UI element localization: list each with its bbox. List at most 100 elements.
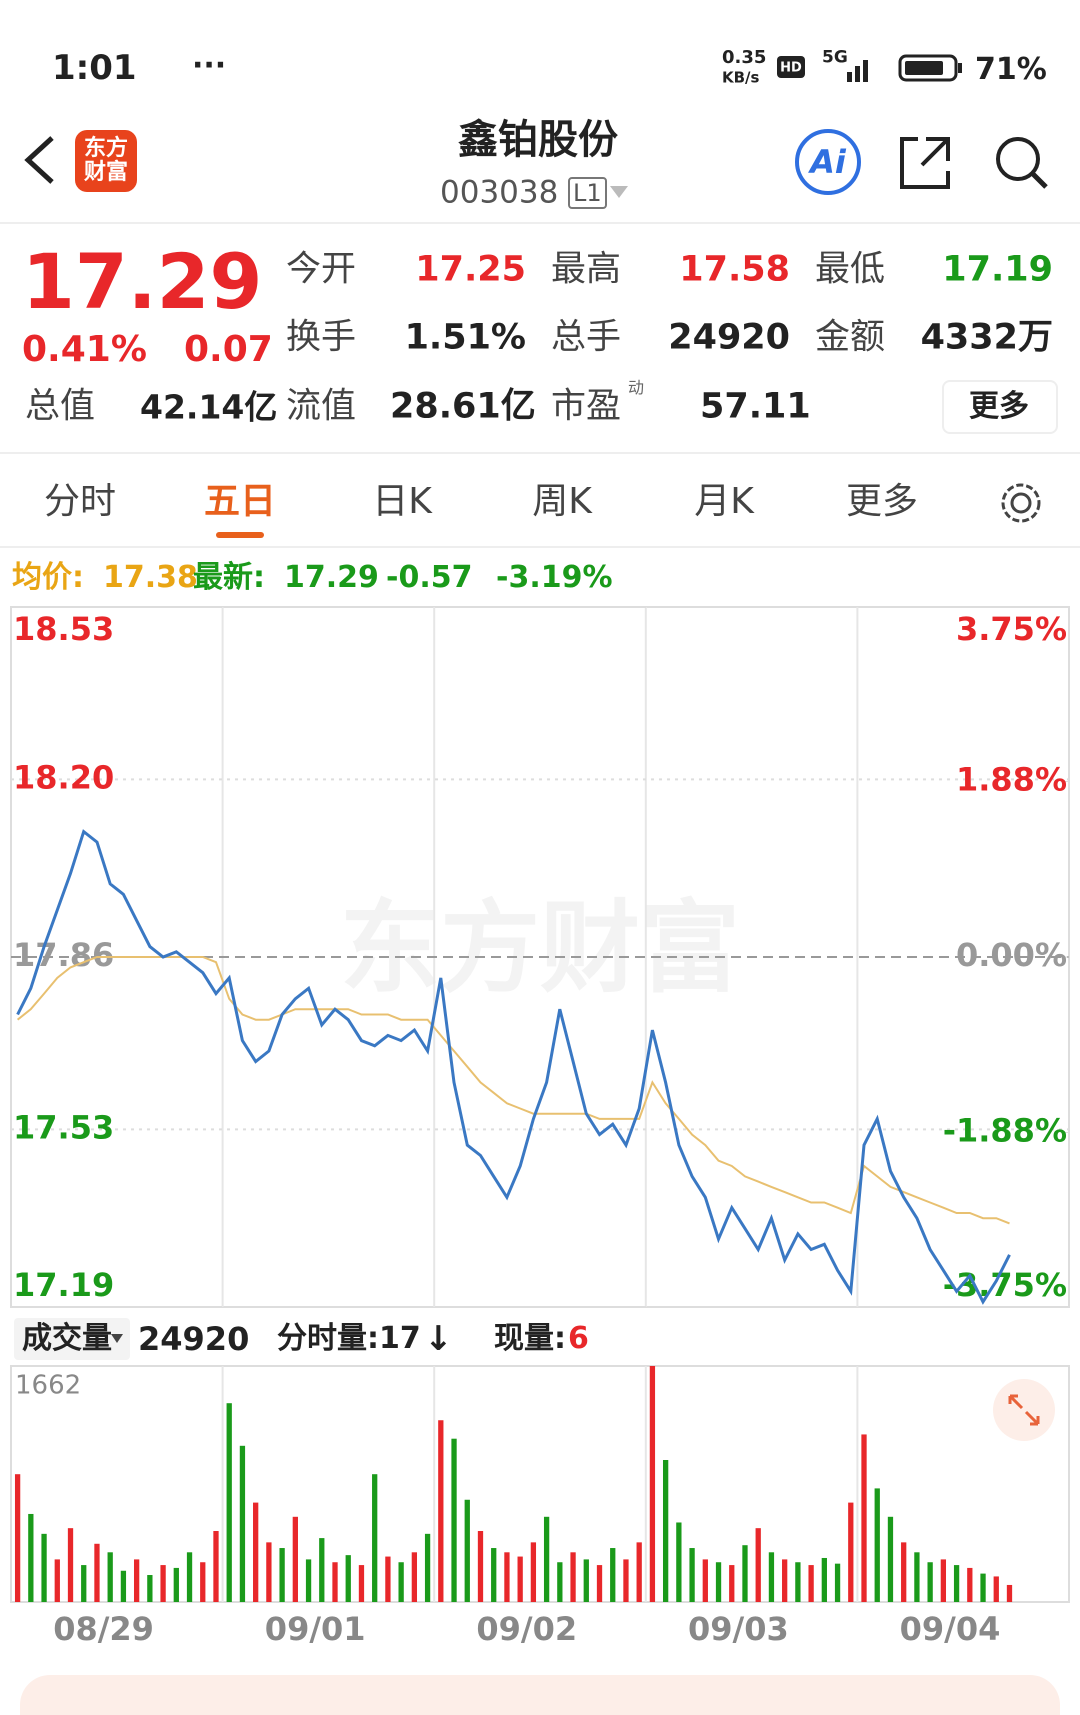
x-tick-label: 09/02 [476, 1610, 577, 1648]
volume-bar [649, 1366, 656, 1602]
volume-bar [940, 1559, 947, 1602]
volume-bar [689, 1548, 695, 1602]
volume-bar [742, 1545, 748, 1602]
volume-bar [14, 1474, 21, 1602]
field-value: 28.61亿 [390, 386, 536, 427]
field-label: 总手 [551, 317, 622, 358]
plot-frame [10, 1365, 1070, 1603]
field-label: 换手 [286, 317, 357, 358]
field-value: 1.51% [404, 317, 526, 358]
volume-bar [834, 1563, 841, 1602]
volume-bar [120, 1570, 127, 1602]
volume-bar [239, 1445, 246, 1602]
field-value: 42.14亿 [140, 387, 278, 427]
y-tick-label: 18.20 [13, 758, 114, 796]
volume-bar [160, 1565, 166, 1602]
expand-button[interactable] [992, 1378, 1056, 1442]
volume-bar [980, 1573, 986, 1602]
last-price: 17.29 [22, 237, 263, 326]
more-text[interactable]: 更多 [969, 389, 1029, 424]
volume-bar [583, 1559, 589, 1602]
back-button[interactable] [20, 130, 60, 190]
field-value: 17.19 [942, 249, 1053, 290]
volume-bar [702, 1559, 708, 1602]
volume-bar [372, 1474, 378, 1602]
x-tick-label: 09/01 [265, 1610, 366, 1648]
volume-bar [901, 1542, 907, 1602]
volume-bar [319, 1538, 325, 1602]
status-time: 1:01 [52, 48, 137, 88]
volume-bar [1006, 1584, 1013, 1602]
volume-bar [424, 1533, 431, 1602]
volume-bar [517, 1556, 523, 1602]
volume-bar [292, 1516, 298, 1602]
settings-icon[interactable] [996, 478, 1046, 528]
stock-name: 鑫铂股份 [458, 117, 618, 163]
tab-underline [216, 532, 264, 538]
volume-bar [54, 1559, 60, 1602]
y-tick-label: 1662 [15, 1371, 81, 1401]
volume-bar [253, 1502, 259, 1602]
tab[interactable]: 月K [694, 481, 754, 522]
tab[interactable]: 分时 [43, 481, 117, 522]
status-dots: ··· [192, 48, 227, 83]
volume-bar [821, 1557, 827, 1602]
status-speed-unit: KB/s [722, 68, 760, 87]
tab[interactable]: 更多 [845, 481, 919, 522]
volume-bar [385, 1556, 391, 1602]
pe-sup: 动 [628, 378, 645, 397]
volume-bar [610, 1548, 616, 1602]
app-logo-text: 东方财富 [83, 135, 128, 185]
latest-value: 17.29 [284, 560, 379, 595]
field-label: 市盈 [551, 386, 622, 427]
volume-bar [451, 1438, 457, 1602]
volume-bar [808, 1565, 814, 1602]
volume-bar [213, 1531, 219, 1602]
header-icons[interactable]: Ai [790, 125, 1080, 200]
latest-change-pct: -3.19% [496, 560, 613, 595]
status-network: 5G [822, 47, 848, 68]
volume-bar [662, 1460, 669, 1602]
status-speed: 0.35 [722, 47, 767, 68]
tab[interactable]: 周K [532, 481, 592, 522]
volume-bar [266, 1542, 272, 1602]
volume-bar [94, 1543, 100, 1602]
price-line [16, 829, 1011, 1305]
volume-bar [874, 1488, 880, 1602]
tab[interactable]: 五日 [203, 481, 277, 522]
volume-bar [927, 1562, 933, 1602]
volume-dropdown[interactable] [110, 1332, 126, 1346]
volume-bar [332, 1562, 338, 1602]
minute-arrow: ↓ [424, 1319, 453, 1359]
volume-bar [636, 1542, 642, 1602]
volume-bar [676, 1522, 682, 1602]
volume-bar [530, 1542, 537, 1602]
volume-bar [133, 1559, 140, 1602]
more-button[interactable] [942, 380, 1058, 434]
latest-change: -0.57 [386, 560, 473, 595]
volume-bar [477, 1531, 484, 1602]
volume-bar [543, 1516, 550, 1602]
volume-bar [200, 1562, 206, 1602]
dropdown-arrow[interactable] [608, 182, 632, 202]
volume-bar [358, 1565, 365, 1602]
volume-bar [570, 1552, 576, 1602]
volume-bar [186, 1552, 193, 1602]
change: 0.07 [184, 329, 273, 370]
current-label: 现量: [494, 1321, 566, 1356]
field-value: 17.58 [679, 249, 790, 290]
volume-label[interactable]: 成交量 [22, 1321, 112, 1356]
volume-bar [596, 1565, 603, 1602]
volume-selector[interactable] [14, 1318, 130, 1360]
stock-code: 003038 [440, 174, 559, 211]
x-tick-label: 09/04 [900, 1610, 1001, 1648]
tab[interactable]: 日K [372, 481, 432, 522]
volume-bar [848, 1502, 854, 1602]
volume-bar [953, 1565, 960, 1602]
y-tick-label: 17.19 [13, 1266, 114, 1304]
volume-bar [67, 1528, 74, 1602]
volume-bar [715, 1562, 722, 1602]
y-tick-label: 18.53 [13, 610, 114, 648]
watermark: 东方财富 [340, 889, 740, 1006]
